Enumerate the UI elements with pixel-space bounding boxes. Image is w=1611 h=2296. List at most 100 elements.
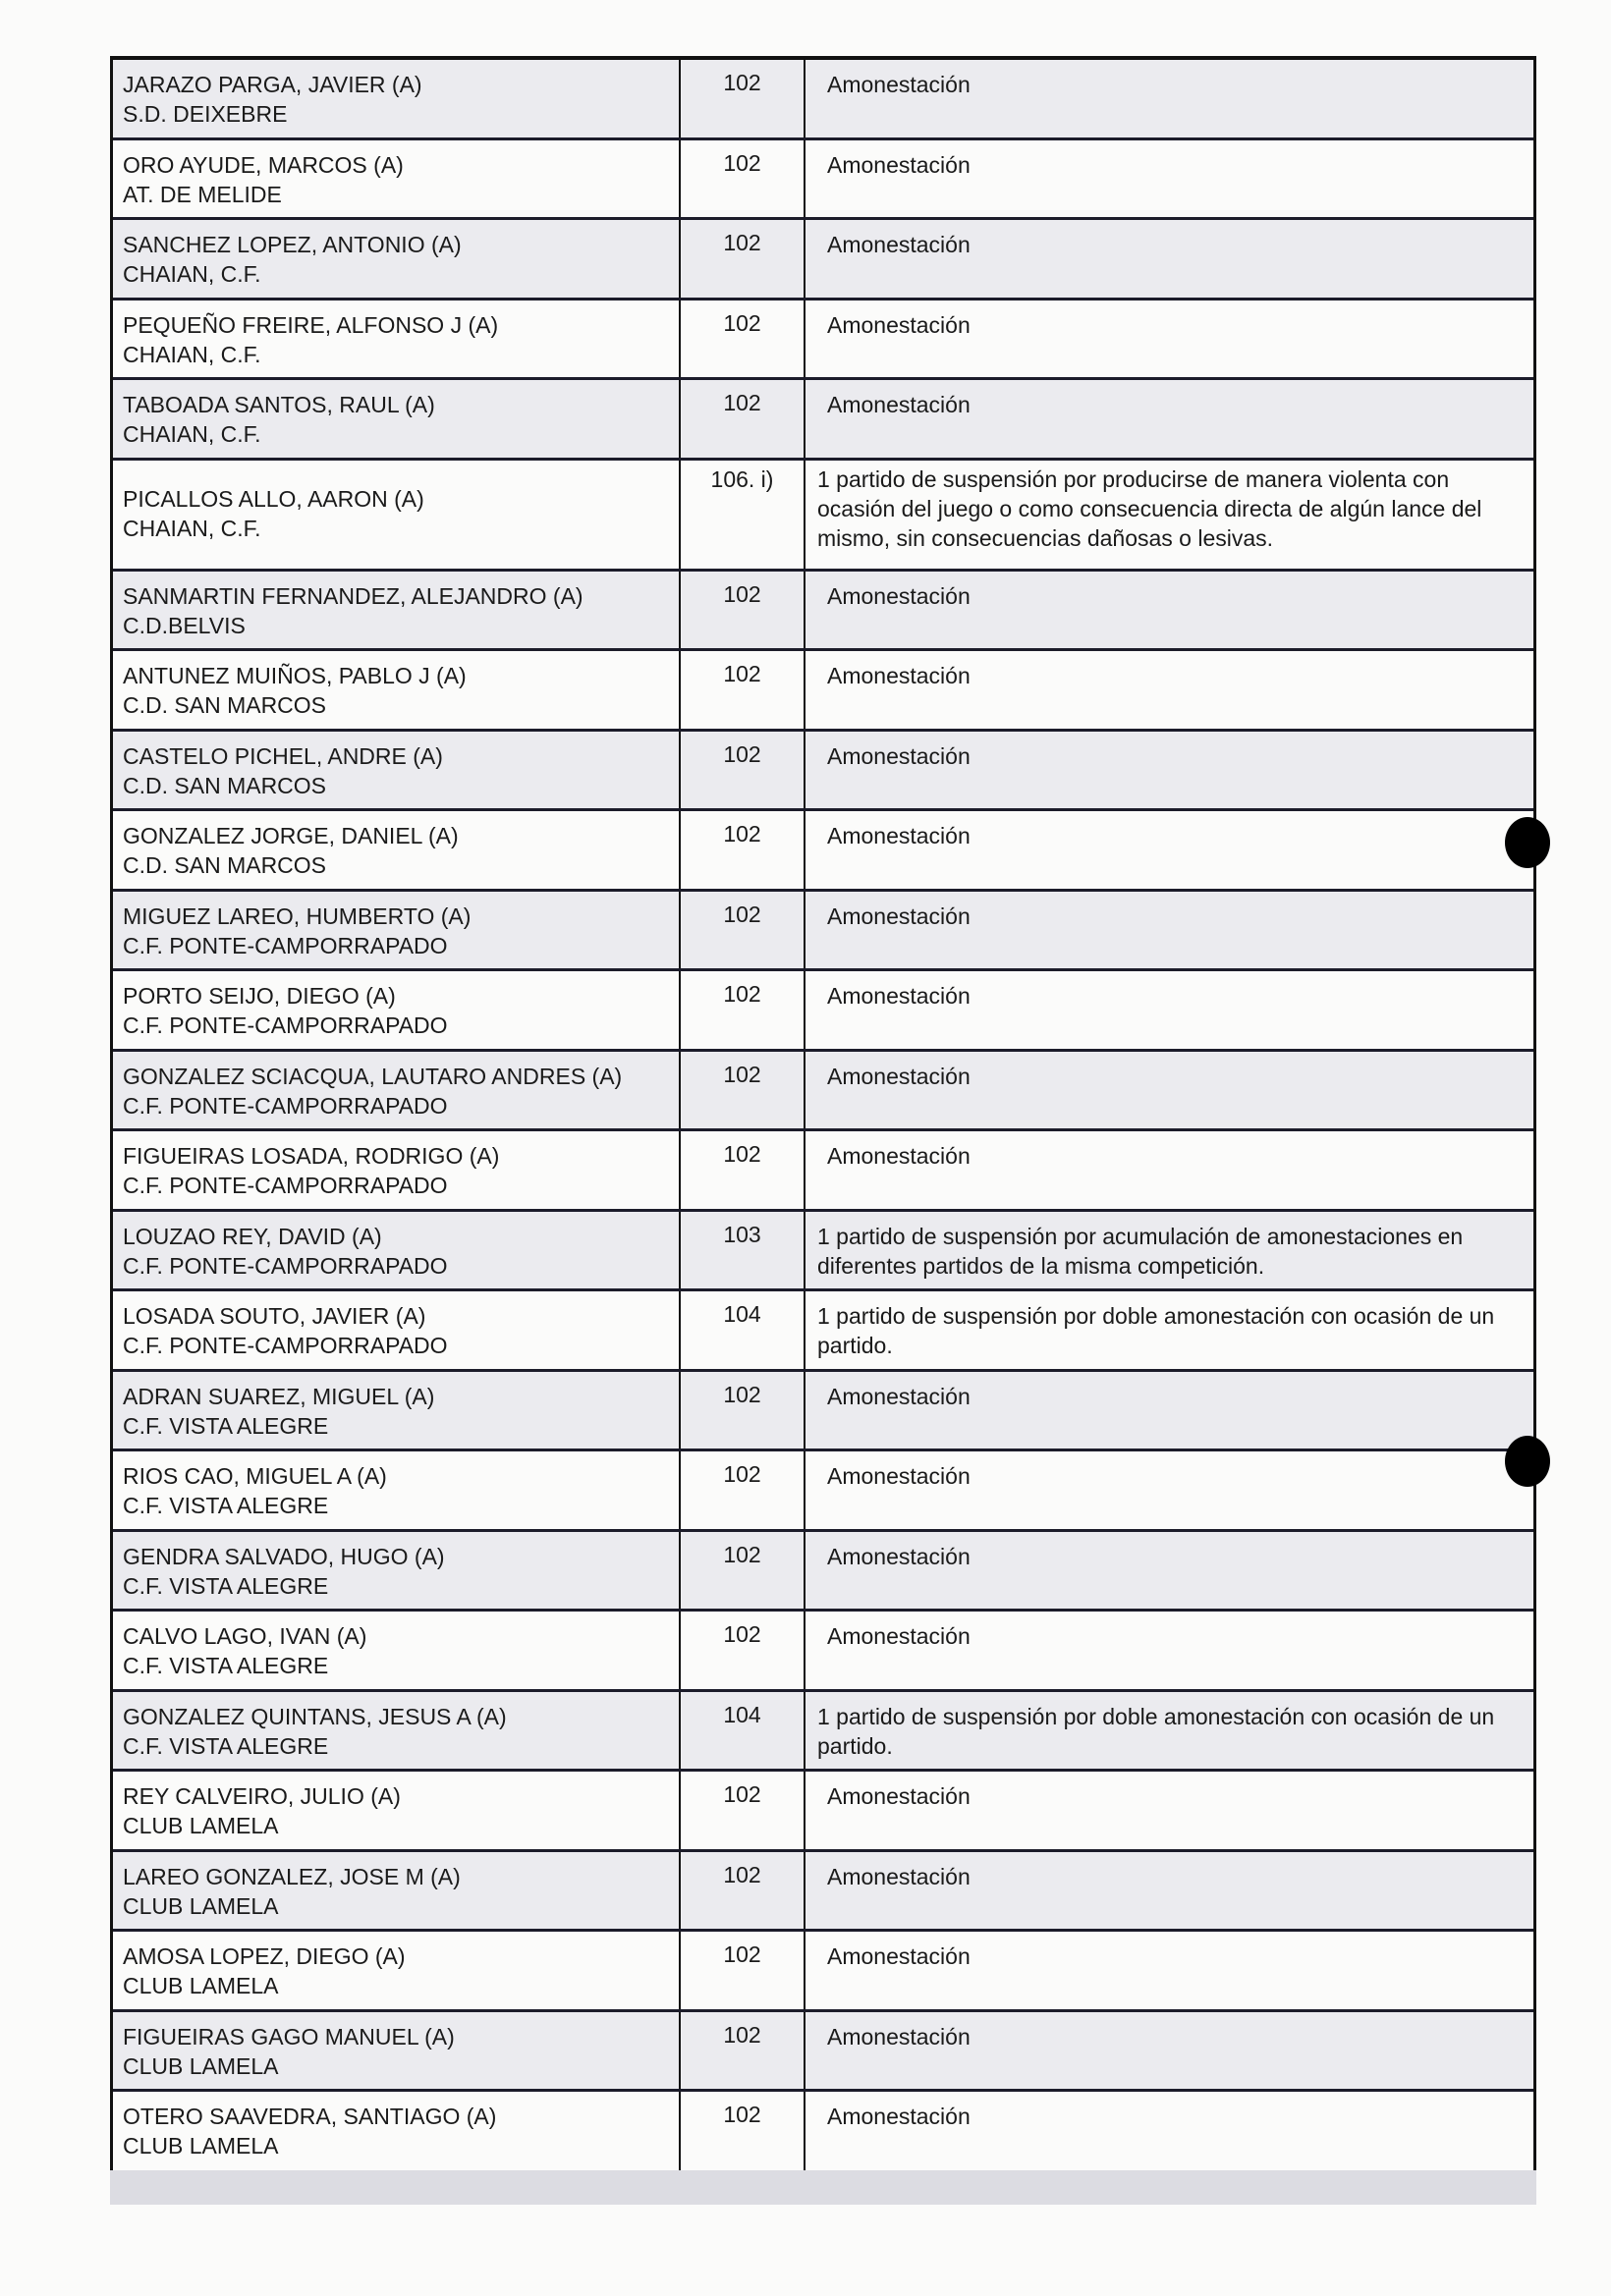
sanction-cell: Amonestación xyxy=(827,1063,971,1089)
table-row: PORTO SEIJO, DIEGO (A) C.F. PONTE-CAMPORR… xyxy=(113,971,1533,1052)
sanction-cell: 1 partido de suspensión por doble amones… xyxy=(817,1303,1495,1358)
sanction-cell: Amonestación xyxy=(827,983,971,1009)
player-cell: CASTELO PICHEL, ANDRE (A) C.D. SAN MARCOS xyxy=(113,731,681,808)
article-cell: 102 xyxy=(681,811,806,889)
club-name: CLUB LAMELA xyxy=(123,1892,279,1919)
club-name: C.F. PONTE-CAMPORRAPADO xyxy=(123,1173,448,1198)
player-name: AMOSA LOPEZ, DIEGO (A) xyxy=(123,1943,406,1969)
player-cell: GONZALEZ QUINTANS, JESUS A (A) C.F. VISTA… xyxy=(113,1691,681,1769)
player-cell: JARAZO PARGA, JAVIER (A) S.D. DEIXEBRE xyxy=(113,60,681,137)
player-cell: OTERO SAAVEDRA, SANTIAGO (A) CLUB LAMELA xyxy=(113,2092,681,2172)
player-name: FIGUEIRAS GAGO MANUEL (A) xyxy=(123,2023,455,2050)
player-cell: PEQUEÑO FREIRE, ALFONSO J (A) CHAIAN, C.F… xyxy=(113,300,681,377)
player-name: JARAZO PARGA, JAVIER (A) xyxy=(123,72,422,97)
scan-margin-band xyxy=(110,2170,1536,2205)
player-cell: FIGUEIRAS GAGO MANUEL (A) CLUB LAMELA xyxy=(113,2011,681,2089)
article-cell: 102 xyxy=(681,1772,806,1849)
article-cell: 102 xyxy=(681,891,806,968)
player-name: GENDRA SALVADO, HUGO (A) xyxy=(123,1543,445,1569)
article-cell: 102 xyxy=(681,1371,806,1449)
player-cell: SANCHEZ LOPEZ, ANTONIO (A) CHAIAN, C.F. xyxy=(113,220,681,298)
sanctions-table: JARAZO PARGA, JAVIER (A) S.D. DEIXEBRE 102… xyxy=(110,56,1536,2175)
club-name: CLUB LAMELA xyxy=(123,1813,279,1838)
article-cell: 103 xyxy=(681,1211,806,1288)
article-cell: 102 xyxy=(681,1051,806,1128)
sanction-cell: Amonestación xyxy=(827,2023,971,2050)
table-row: CALVO LAGO, IVAN (A) C.F. VISTA ALEGRE 102… xyxy=(113,1612,1533,1692)
club-name: C.F. VISTA ALEGRE xyxy=(123,1732,329,1759)
club-name: C.F. PONTE-CAMPORRAPADO xyxy=(123,1252,448,1279)
punch-hole xyxy=(1505,1436,1550,1487)
article-cell: 102 xyxy=(681,380,806,458)
sanction-cell: Amonestación xyxy=(827,232,971,257)
club-name: CHAIAN, C.F. xyxy=(123,421,261,447)
sanction-cell: Amonestación xyxy=(827,1463,971,1489)
club-name: C.D. SAN MARCOS xyxy=(123,692,327,718)
article-cell: 102 xyxy=(681,971,806,1049)
club-name: C.F. VISTA ALEGRE xyxy=(123,1572,329,1599)
club-name: CLUB LAMELA xyxy=(123,2133,279,2159)
article-cell: 102 xyxy=(681,1851,806,1929)
sanction-cell: 1 partido de suspensión por acumulación … xyxy=(817,1223,1464,1279)
sanction-cell: Amonestación xyxy=(827,1943,971,1969)
article-cell: 102 xyxy=(681,1932,806,2009)
article-cell: 102 xyxy=(681,651,806,729)
table-row: JARAZO PARGA, JAVIER (A) S.D. DEIXEBRE 102… xyxy=(113,60,1533,140)
player-name: PICALLOS ALLO, AARON (A) xyxy=(123,485,424,512)
player-name: MIGUEZ LAREO, HUMBERTO (A) xyxy=(123,902,472,929)
player-cell: ORO AYUDE, MARCOS (A) AT. DE MELIDE xyxy=(113,139,681,217)
player-cell: FIGUEIRAS LOSADA, RODRIGO (A) C.F. PONTE-… xyxy=(113,1131,681,1209)
player-cell: ADRAN SUAREZ, MIGUEL (A) C.F. VISTA ALEGR… xyxy=(113,1371,681,1449)
player-name: GONZALEZ SCIACQUA, LAUTARO ANDRES (A) xyxy=(123,1063,623,1089)
table-row: CASTELO PICHEL, ANDRE (A) C.D. SAN MARCOS… xyxy=(113,731,1533,811)
table-row: MIGUEZ LAREO, HUMBERTO (A) C.F. PONTE-CAM… xyxy=(113,891,1533,971)
article-cell: 102 xyxy=(681,220,806,298)
player-cell: PORTO SEIJO, DIEGO (A) C.F. PONTE-CAMPORR… xyxy=(113,971,681,1049)
article-cell: 102 xyxy=(681,2011,806,2089)
table-row: PICALLOS ALLO, AARON (A) CHAIAN, C.F. 106.… xyxy=(113,460,1533,572)
table-row: OTERO SAAVEDRA, SANTIAGO (A) CLUB LAMELA 1… xyxy=(113,2092,1533,2172)
sanction-cell: Amonestación xyxy=(827,1623,971,1649)
sanction-cell: Amonestación xyxy=(827,823,971,848)
sanction-cell: Amonestación xyxy=(827,1863,971,1889)
club-name: AT. DE MELIDE xyxy=(123,181,282,207)
player-name: LAREO GONZALEZ, JOSE M (A) xyxy=(123,1863,461,1889)
club-name: CLUB LAMELA xyxy=(123,2052,279,2079)
sanction-cell: Amonestación xyxy=(827,151,971,178)
player-cell: ANTUNEZ MUIÑOS, PABLO J (A) C.D. SAN MARC… xyxy=(113,651,681,729)
article-cell: 102 xyxy=(681,571,806,648)
sanction-cell: 1 partido de suspensión por doble amones… xyxy=(817,1703,1495,1759)
club-name: CLUB LAMELA xyxy=(123,1973,279,1998)
table-row: ADRAN SUAREZ, MIGUEL (A) C.F. VISTA ALEGR… xyxy=(113,1371,1533,1451)
player-name: ORO AYUDE, MARCOS (A) xyxy=(123,151,404,178)
club-name: CHAIAN, C.F. xyxy=(123,341,261,367)
club-name: S.D. DEIXEBRE xyxy=(123,101,288,127)
player-cell: AMOSA LOPEZ, DIEGO (A) CLUB LAMELA xyxy=(113,1932,681,2009)
club-name: C.F. VISTA ALEGRE xyxy=(123,1412,329,1439)
club-name: C.D.BELVIS xyxy=(123,612,246,638)
article-cell: 104 xyxy=(681,1291,806,1369)
article-cell: 104 xyxy=(681,1691,806,1769)
table-row: GONZALEZ QUINTANS, JESUS A (A) C.F. VISTA… xyxy=(113,1691,1533,1772)
sanction-cell: Amonestación xyxy=(827,392,971,417)
sanction-cell: Amonestación xyxy=(827,663,971,688)
article-cell: 102 xyxy=(681,731,806,808)
article-cell: 102 xyxy=(681,1451,806,1529)
sanction-cell: Amonestación xyxy=(827,582,971,609)
club-name: C.F. VISTA ALEGRE xyxy=(123,1653,329,1678)
sanction-cell: Amonestación xyxy=(827,742,971,769)
club-name: C.F. PONTE-CAMPORRAPADO xyxy=(123,932,448,958)
player-name: CASTELO PICHEL, ANDRE (A) xyxy=(123,742,443,769)
table-row: GENDRA SALVADO, HUGO (A) C.F. VISTA ALEGR… xyxy=(113,1531,1533,1612)
player-name: FIGUEIRAS LOSADA, RODRIGO (A) xyxy=(123,1143,500,1169)
table-row: PEQUEÑO FREIRE, ALFONSO J (A) CHAIAN, C.F… xyxy=(113,300,1533,380)
table-row: RIOS CAO, MIGUEL A (A) C.F. VISTA ALEGRE 1… xyxy=(113,1451,1533,1532)
table-row: SANCHEZ LOPEZ, ANTONIO (A) CHAIAN, C.F. 10… xyxy=(113,220,1533,301)
player-name: LOUZAO REY, DAVID (A) xyxy=(123,1223,382,1249)
sanction-cell: Amonestación xyxy=(827,902,971,929)
table-row: ANTUNEZ MUIÑOS, PABLO J (A) C.D. SAN MARC… xyxy=(113,651,1533,732)
player-name: ANTUNEZ MUIÑOS, PABLO J (A) xyxy=(123,663,467,688)
article-cell: 102 xyxy=(681,2092,806,2172)
player-cell: RIOS CAO, MIGUEL A (A) C.F. VISTA ALEGRE xyxy=(113,1451,681,1529)
table-row: GONZALEZ SCIACQUA, LAUTARO ANDRES (A) C.F… xyxy=(113,1051,1533,1131)
